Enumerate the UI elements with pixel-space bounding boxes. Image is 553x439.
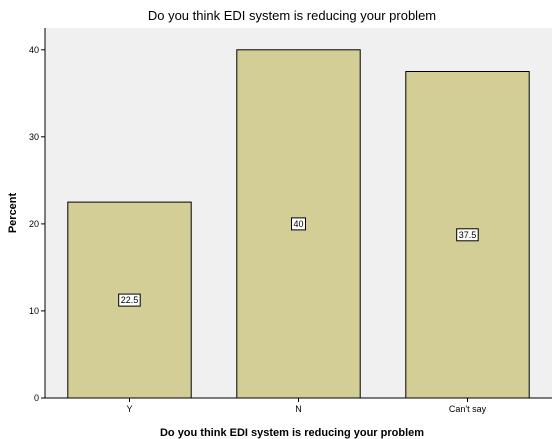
- y-tick-label: 40: [29, 45, 39, 55]
- data-label: 40: [293, 219, 303, 229]
- data-label-box: [118, 293, 141, 307]
- data-labels: 22.5 40 37.5: [118, 217, 479, 307]
- x-axis-label: Do you think EDI system is reducing your…: [160, 427, 424, 439]
- chart-title: Do you think EDI system is reducing your…: [148, 8, 436, 23]
- y-tick-label: 0: [34, 393, 39, 403]
- data-label-box: [456, 228, 479, 242]
- data-label-box: [291, 217, 306, 231]
- x-tick-label: N: [295, 404, 302, 414]
- y-tick-label: 30: [29, 132, 39, 142]
- y-tick-label: 10: [29, 306, 39, 316]
- y-axis: 0 10 20 30 40: [29, 28, 46, 403]
- y-axis-label: Percent: [7, 192, 19, 233]
- data-label: 22.5: [121, 295, 139, 305]
- x-axis: Y N Can't say: [45, 397, 552, 414]
- data-label: 37.5: [459, 230, 477, 240]
- x-tick-label: Y: [126, 404, 132, 414]
- y-tick-label: 20: [29, 219, 39, 229]
- x-tick-label: Can't say: [449, 404, 487, 414]
